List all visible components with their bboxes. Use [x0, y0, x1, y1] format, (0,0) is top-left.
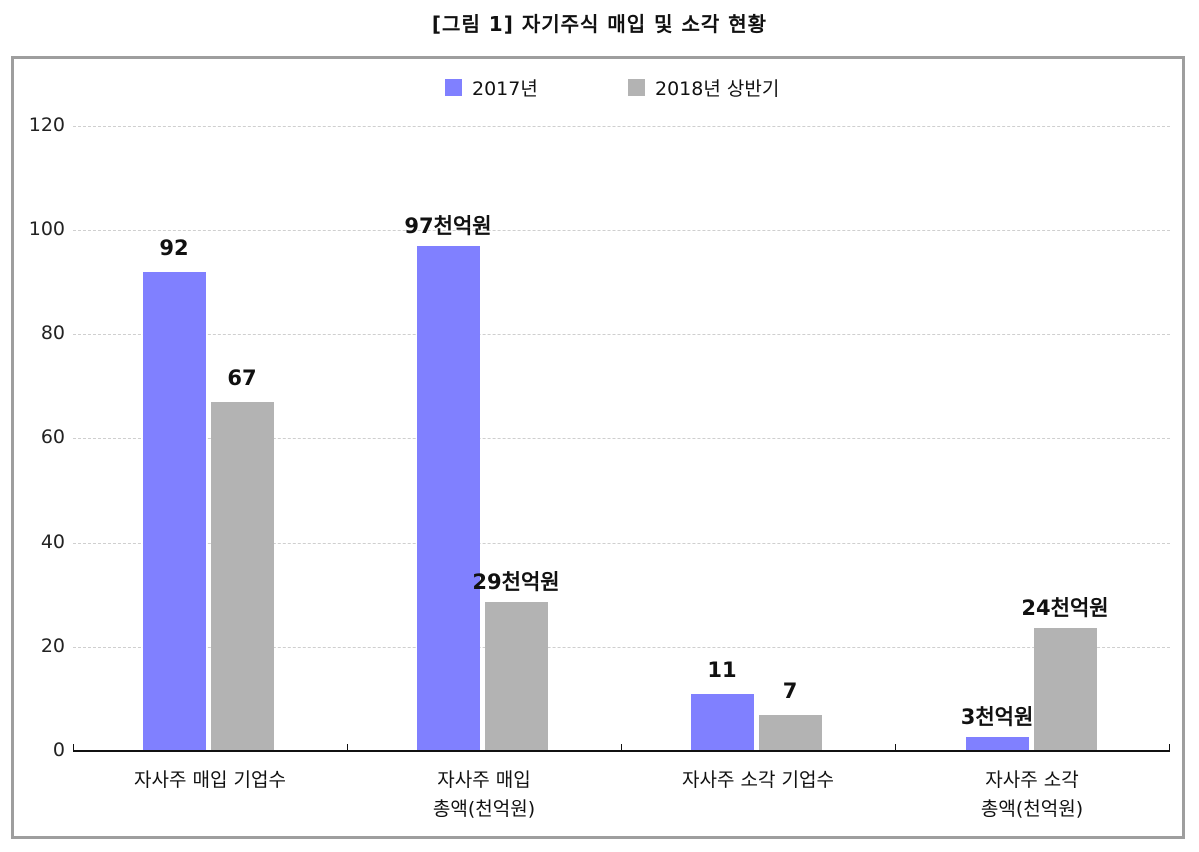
- x-tick-mark: [73, 744, 74, 751]
- data-label: 7: [782, 679, 798, 703]
- x-axis-line: [73, 750, 1170, 752]
- bar-2018h1-buyback-companies: [211, 402, 274, 751]
- data-label: 92: [159, 236, 189, 260]
- data-label: 11: [707, 658, 737, 682]
- x-tick-mark: [347, 744, 348, 751]
- y-tick-label: 100: [28, 218, 65, 240]
- data-label: 29천억원: [472, 570, 560, 594]
- y-tick-label: 0: [52, 739, 65, 761]
- x-tick-mark: [621, 744, 622, 751]
- bar-2018h1-buyback-amount: [485, 602, 548, 751]
- legend-swatch-2018h1-icon: [628, 79, 645, 96]
- data-label: 97천억원: [404, 214, 492, 238]
- x-label-line: 자사주 소각: [985, 769, 1079, 791]
- y-tick-label: 60: [40, 426, 65, 448]
- x-label-line: 총액(천억원): [432, 798, 536, 820]
- x-tick-mark: [1169, 744, 1170, 751]
- bar-2017-buyback-companies: [143, 272, 206, 751]
- data-label: 3천억원: [960, 705, 1034, 729]
- bar-2017-cancel-companies: [691, 694, 754, 751]
- legend-swatch-2017-icon: [445, 79, 462, 96]
- chart-frame: [11, 56, 1185, 839]
- bar-2018h1-cancel-companies: [759, 715, 822, 751]
- x-category-label: 자사주 매입 기업수: [73, 766, 347, 795]
- x-category-label: 자사주 소각 기업수: [621, 766, 895, 795]
- legend: 2017년 2018년 상반기: [0, 74, 1199, 102]
- gridline-120: [73, 126, 1170, 127]
- y-tick-label: 40: [40, 531, 65, 553]
- legend-item-2018h1: 2018년 상반기: [628, 74, 779, 101]
- legend-item-2017: 2017년: [445, 74, 538, 101]
- x-label-line: 자사주 매입 기업수: [134, 769, 286, 791]
- gridline-20: [73, 647, 1170, 648]
- y-tick-label: 20: [40, 635, 65, 657]
- x-category-label: 자사주 소각 총액(천억원): [895, 766, 1169, 824]
- gridline-40: [73, 543, 1170, 544]
- x-label-line: 자사주 매입: [437, 769, 531, 791]
- y-tick-label: 120: [28, 114, 65, 136]
- chart-title: [그림 1] 자기주식 매입 및 소각 현황: [431, 12, 768, 36]
- gridline-100: [73, 230, 1170, 231]
- x-tick-mark: [895, 744, 896, 751]
- bar-2018h1-cancel-amount: [1034, 628, 1097, 751]
- gridline-80: [73, 334, 1170, 335]
- data-label: 24천억원: [1021, 596, 1109, 620]
- x-category-label: 자사주 매입 총액(천억원): [347, 766, 621, 824]
- y-tick-label: 80: [40, 322, 65, 344]
- bar-2017-buyback-amount: [417, 246, 480, 751]
- x-label-line: 총액(천억원): [980, 798, 1084, 820]
- data-label: 67: [227, 366, 257, 390]
- gridline-60: [73, 438, 1170, 439]
- legend-label: 2017년: [472, 78, 538, 100]
- x-label-line: 자사주 소각 기업수: [682, 769, 834, 791]
- bar-2017-cancel-amount: [966, 737, 1029, 751]
- legend-label: 2018년 상반기: [655, 78, 780, 100]
